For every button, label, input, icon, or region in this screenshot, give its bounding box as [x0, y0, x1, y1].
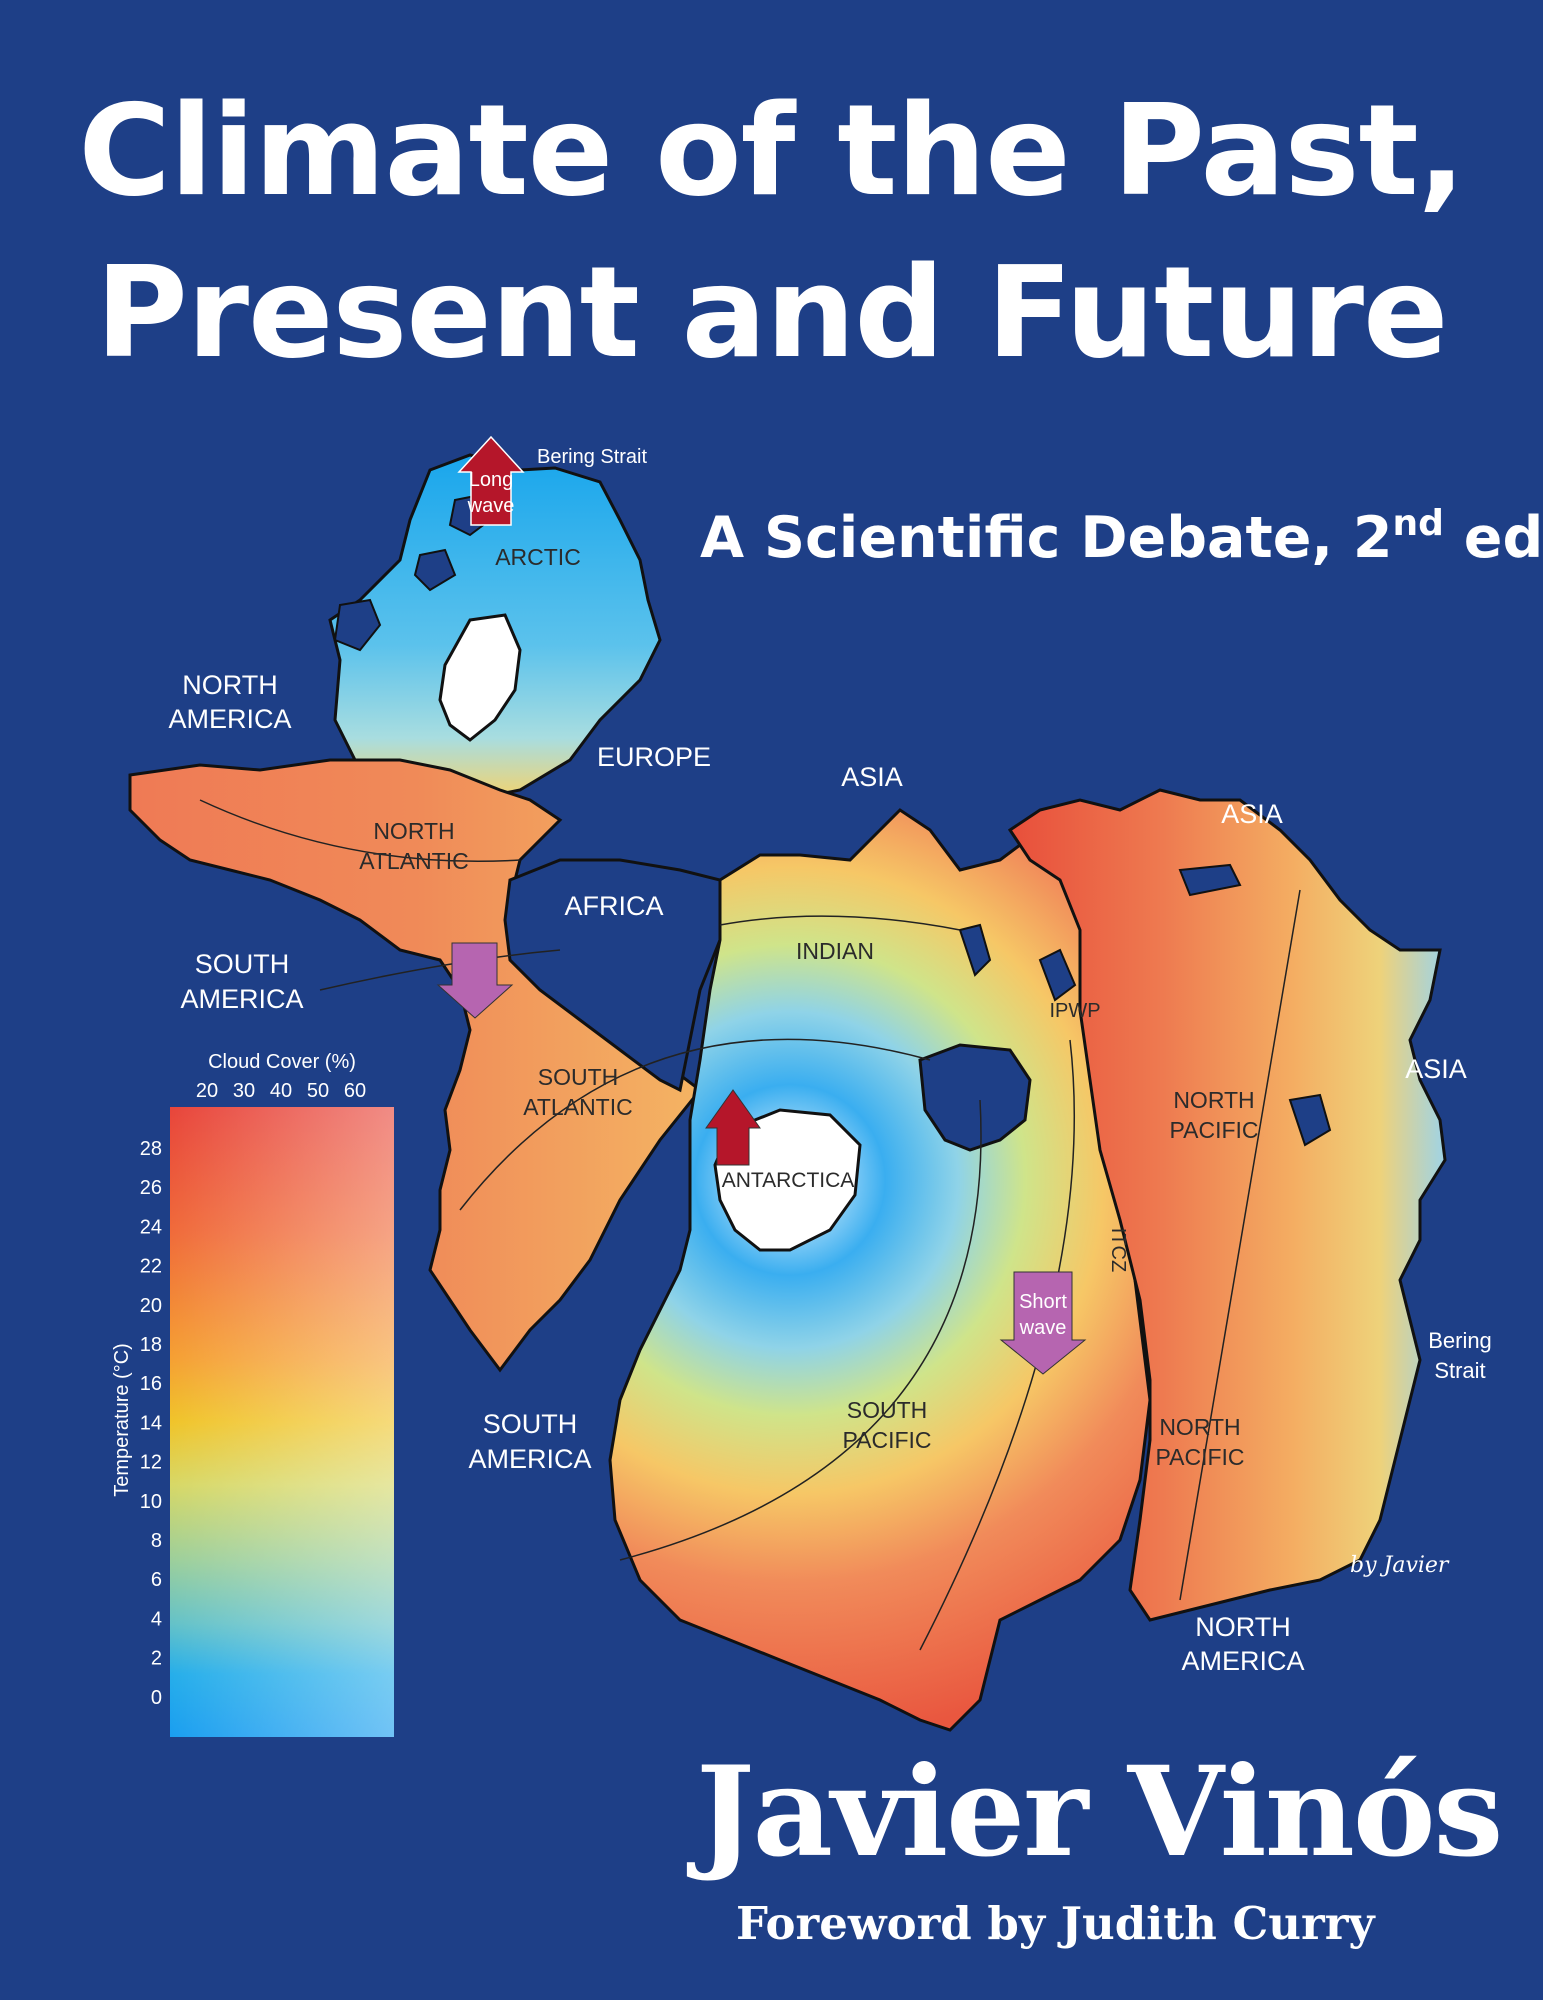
atlantic-region	[128, 758, 703, 1373]
label-south-pacific-b: PACIFIC	[842, 1427, 931, 1453]
label-north-pacific-2a: NORTH	[1159, 1414, 1240, 1440]
label-bering-strait-top: Bering Strait	[537, 446, 647, 468]
temp-tick-label: 24	[140, 1216, 162, 1238]
latitude-line	[199, 799, 521, 862]
temp-tick-label: 10	[140, 1491, 162, 1513]
antarctica-shape	[713, 1108, 862, 1252]
label-asia-1: ASIA	[841, 762, 903, 792]
subtitle: A Scientific Debate, 2nd ed.	[700, 505, 1543, 571]
temp-tick-label: 12	[140, 1452, 162, 1474]
southern-ocean-region	[608, 808, 1152, 1732]
title-line-1: Climate of the Past,	[78, 77, 1465, 224]
long-wave-arrow: Long wave	[457, 435, 525, 526]
island-shape	[1178, 863, 1242, 897]
label-itcz: ITCZ	[1107, 1228, 1129, 1272]
temp-tick-label: 28	[140, 1138, 162, 1160]
island-shape	[958, 923, 992, 977]
island-shape	[1038, 948, 1077, 1002]
legend-title: Cloud Cover (%)	[208, 1051, 356, 1073]
greenland-shape	[438, 613, 522, 742]
artist-signature: by Javier	[1350, 1553, 1450, 1578]
label-south-america-2b: AMERICA	[468, 1444, 591, 1474]
subtitle-end: ed.	[1463, 505, 1543, 571]
subtitle-main: A Scientific Debate, 2	[700, 505, 1393, 571]
short-wave-label-1: Short	[1019, 1291, 1067, 1313]
label-arctic: ARCTIC	[495, 544, 581, 570]
island-shape	[1288, 1093, 1332, 1147]
subtitle-superscript: nd	[1392, 503, 1444, 544]
short-wave-arrow: Short wave	[999, 1271, 1087, 1375]
label-bering-strait-right-a: Bering	[1428, 1328, 1492, 1353]
label-antarctica: ANTARCTICA	[722, 1169, 855, 1192]
label-north-pacific-1b: PACIFIC	[1169, 1117, 1258, 1143]
australia-shape	[918, 1043, 1032, 1152]
cloud-tick-label: 30	[233, 1080, 255, 1102]
label-south-america-1a: SOUTH	[195, 949, 290, 979]
temp-tick-label: 18	[140, 1334, 162, 1356]
long-wave-label-2: wave	[467, 495, 515, 517]
label-ipwp: IPWP	[1049, 1000, 1100, 1022]
label-south-america-2a: SOUTH	[483, 1409, 578, 1439]
label-north-pacific-2b: PACIFIC	[1155, 1444, 1244, 1470]
label-north-atlantic-b: ATLANTIC	[359, 848, 468, 874]
title-line-2: Present and Future	[95, 239, 1448, 386]
temperature-axis-label: Temperature (°C)	[111, 1343, 133, 1497]
label-south-pacific-a: SOUTH	[847, 1397, 928, 1423]
latitude-line	[719, 915, 961, 931]
label-north-atlantic-a: NORTH	[373, 818, 454, 844]
temp-tick-label: 22	[140, 1256, 162, 1278]
label-north-america-2a: NORTH	[1195, 1612, 1291, 1642]
label-indian: INDIAN	[796, 938, 874, 964]
island-shape	[333, 598, 382, 652]
temperature-cloud-legend: Cloud Cover (%) 20 30 40 50 60 2826242220181…	[111, 1051, 394, 1737]
label-south-america-1b: AMERICA	[180, 984, 303, 1014]
africa-shape	[503, 858, 722, 1093]
island-shape	[413, 548, 457, 592]
pacific-region	[1007, 788, 1447, 1622]
cloud-tick-label: 60	[344, 1080, 366, 1102]
label-south-atlantic-a: SOUTH	[538, 1064, 619, 1090]
legend-cloud-overlay	[170, 1107, 394, 1737]
cloud-tick-label: 40	[270, 1080, 292, 1102]
label-north-america-1b: AMERICA	[168, 704, 291, 734]
label-south-atlantic-b: ATLANTIC	[523, 1094, 632, 1120]
label-north-america-2b: AMERICA	[1181, 1646, 1304, 1676]
temp-tick-label: 14	[140, 1412, 162, 1434]
latitude-line	[459, 1038, 931, 1211]
label-asia-3: ASIA	[1405, 1054, 1467, 1084]
temp-tick-label: 26	[140, 1177, 162, 1199]
temp-tick-label: 6	[151, 1569, 162, 1591]
temp-tick-label: 20	[140, 1295, 162, 1317]
temp-tick-label: 0	[151, 1687, 162, 1709]
temp-tick-label: 2	[151, 1648, 162, 1670]
cloud-tick-label: 20	[196, 1080, 218, 1102]
up-arrow-red	[705, 1089, 761, 1166]
cloud-tick-labels: 20 30 40 50 60	[196, 1080, 366, 1102]
author-name: Javier Vinós	[696, 1740, 1503, 1885]
latitude-line	[619, 1099, 982, 1561]
label-north-pacific-1a: NORTH	[1173, 1087, 1254, 1113]
label-asia-2: ASIA	[1221, 799, 1283, 829]
label-europe: EUROPE	[597, 742, 711, 772]
temp-tick-label: 4	[151, 1608, 162, 1630]
latitude-line	[319, 949, 561, 991]
long-wave-label-1: Long	[469, 469, 514, 491]
foreword-credit: Foreword by Judith Curry	[736, 1897, 1375, 1950]
label-bering-strait-right-b: Strait	[1434, 1358, 1485, 1383]
temp-tick-label: 16	[140, 1373, 162, 1395]
meridian-line	[1179, 889, 1301, 1601]
temp-tick-label: 8	[151, 1530, 162, 1552]
label-north-america-1a: NORTH	[182, 670, 278, 700]
down-arrow-purple	[436, 942, 514, 1019]
short-wave-label-2: wave	[1019, 1317, 1067, 1339]
cloud-tick-label: 50	[307, 1080, 329, 1102]
label-africa: AFRICA	[564, 891, 663, 921]
